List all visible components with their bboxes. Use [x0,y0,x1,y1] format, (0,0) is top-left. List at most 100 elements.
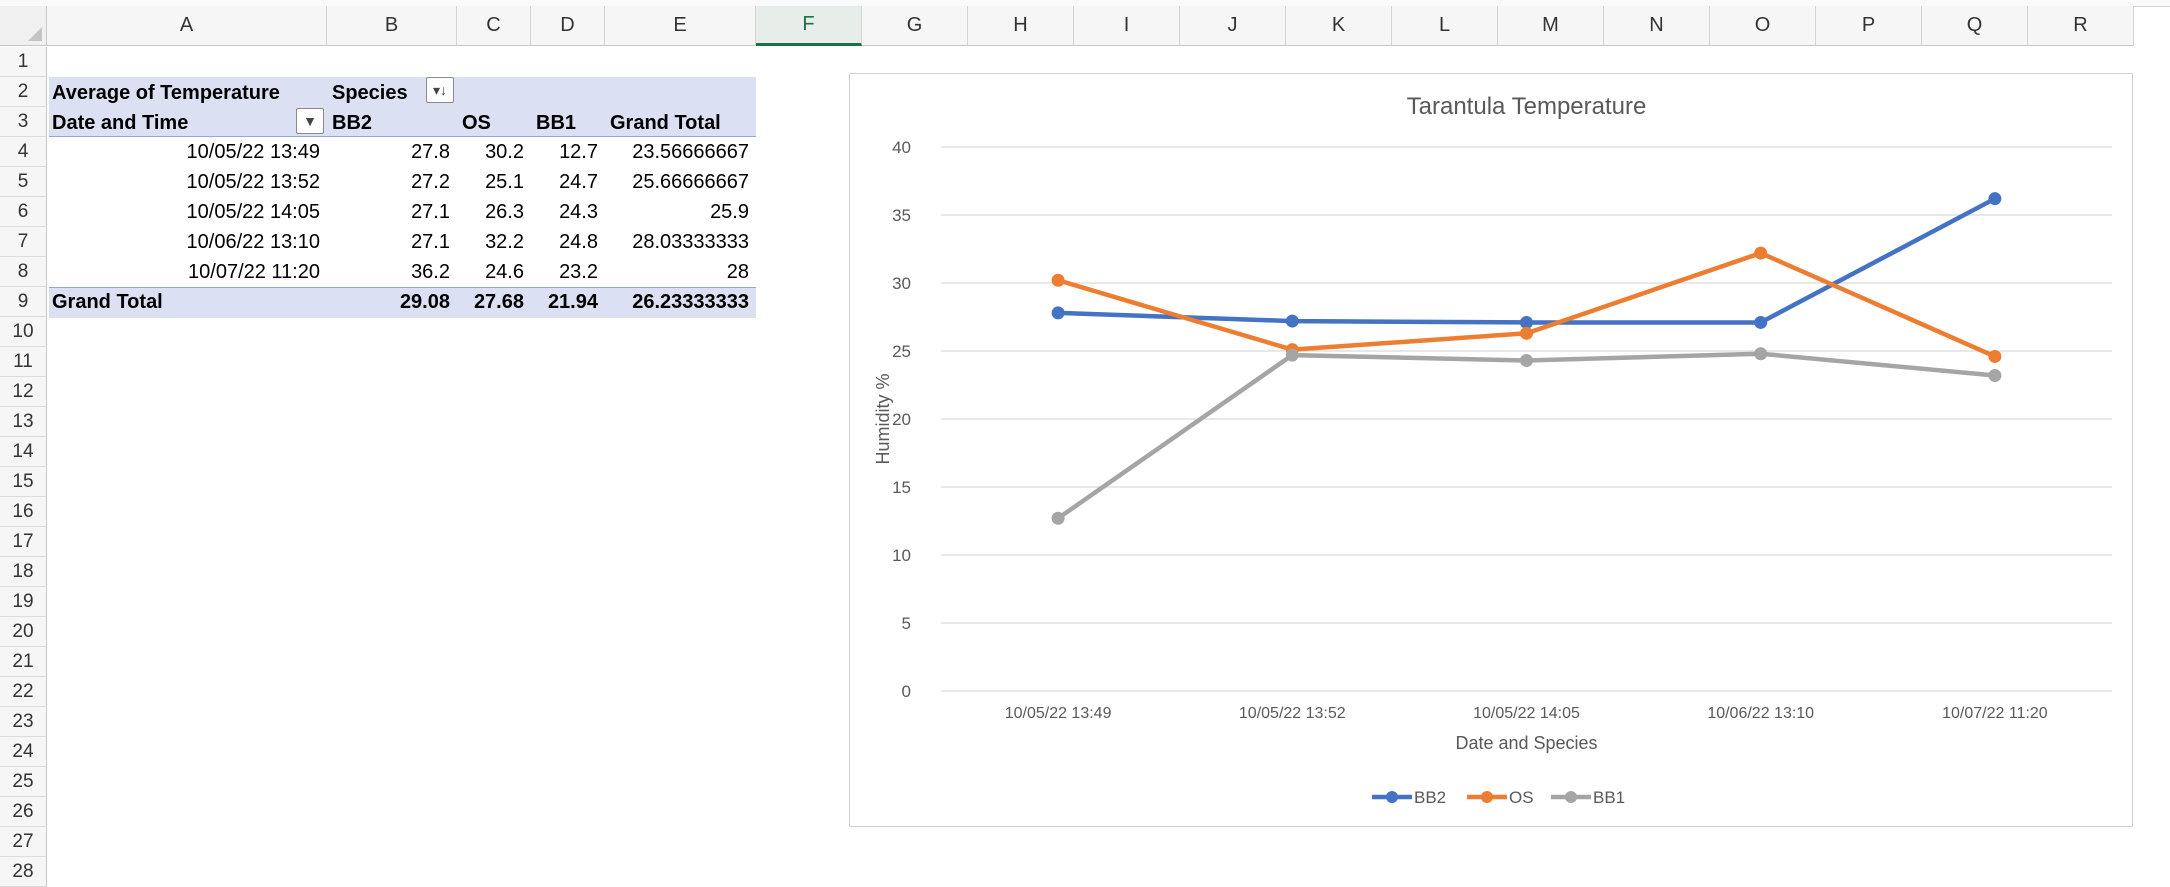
legend-label-os: OS [1509,788,1534,807]
row-header-2[interactable]: 2 [0,77,47,107]
row-header-5[interactable]: 5 [0,167,47,197]
row-header-10[interactable]: 10 [0,317,47,347]
row-header-19[interactable]: 19 [0,587,47,617]
row-header-21[interactable]: 21 [0,647,47,677]
pivot-value-cell[interactable]: 27.1 [411,201,450,223]
legend-label-bb1: BB1 [1593,788,1625,807]
pivot-value-cell[interactable]: 24.3 [559,201,598,223]
pivot-value-cell[interactable]: 27.8 [411,141,450,163]
select-all-corner[interactable] [0,6,47,46]
pivot-row-label[interactable]: 10/05/22 13:49 [186,141,320,163]
column-header-f[interactable]: F [756,6,862,46]
column-header-i[interactable]: I [1074,6,1180,46]
pivot-header-underline [49,136,756,137]
pivot-value-cell[interactable]: 23.56666667 [632,141,749,163]
species-sort-filter-button[interactable]: ▾↓ [426,77,454,103]
row-header-3[interactable]: 3 [0,107,47,137]
pivot-value-cell[interactable]: 28.03333333 [632,231,749,253]
row-header-13[interactable]: 13 [0,407,47,437]
grand-total-bb2[interactable]: 29.08 [399,291,450,313]
series-line-bb1 [1056,351,1996,521]
column-header-l[interactable]: L [1392,6,1498,46]
pivot-value-cell[interactable]: 25.66666667 [632,171,749,193]
column-header-c[interactable]: C [457,6,531,46]
column-header-h[interactable]: H [968,6,1074,46]
y-tick-label: 5 [902,614,911,633]
column-header-d[interactable]: D [531,6,605,46]
row-header-24[interactable]: 24 [0,737,47,767]
column-header-g[interactable]: G [862,6,968,46]
row-header-26[interactable]: 26 [0,797,47,827]
row-header-9[interactable]: 9 [0,287,47,317]
column-header-n[interactable]: N [1604,6,1710,46]
row-header-18[interactable]: 18 [0,557,47,587]
sort-filter-icon: ▾↓ [432,81,448,98]
pivot-value-cell[interactable]: 26.3 [485,201,524,223]
legend-label-bb2: BB2 [1414,788,1446,807]
column-header-o[interactable]: O [1710,6,1816,46]
column-header-e[interactable]: E [605,6,756,46]
row-header-11[interactable]: 11 [0,347,47,377]
column-header-q[interactable]: Q [1922,6,2028,46]
legend-marker-bb1 [1565,791,1577,803]
row-header-16[interactable]: 16 [0,497,47,527]
pivot-value-cell[interactable]: 23.2 [559,261,598,283]
pivot-value-cell[interactable]: 25.9 [710,201,749,223]
pivot-value-cell[interactable]: 27.2 [411,171,450,193]
column-header-k[interactable]: K [1286,6,1392,46]
pivot-row-label[interactable]: 10/05/22 14:05 [186,201,320,223]
pivot-value-cell[interactable]: 28 [726,261,749,283]
pivot-row-label[interactable]: 10/07/22 11:20 [188,261,320,283]
pivot-value-cell[interactable]: 36.2 [411,261,450,283]
row-header-6[interactable]: 6 [0,197,47,227]
pivot-header-grand-total: Grand Total [610,112,721,134]
pivot-total-band [49,287,756,318]
pivot-value-cell[interactable]: 24.6 [485,261,524,283]
line-chart[interactable]: Tarantula Temperature 0 5 10 15 20 25 30 35 40 10/… [849,73,2133,827]
data-point-os [1988,349,2002,363]
row-header-17[interactable]: 17 [0,527,47,557]
data-point-bb1 [1520,354,1533,368]
column-header-r[interactable]: R [2028,6,2134,46]
data-point-bb1 [1754,347,1768,361]
pivot-value-cell[interactable]: 24.7 [559,171,598,193]
y-axis-label: Humidity % [873,373,893,464]
row-header-14[interactable]: 14 [0,437,47,467]
pivot-value-cell[interactable]: 27.1 [411,231,450,253]
row-header-7[interactable]: 7 [0,227,47,257]
pivot-value-cell[interactable]: 12.7 [559,141,598,163]
date-filter-button[interactable]: ▼ [296,108,324,134]
row-header-20[interactable]: 20 [0,617,47,647]
row-header-23[interactable]: 23 [0,707,47,737]
column-header-a[interactable]: A [47,6,327,46]
x-tick-label: 10/05/22 13:49 [1005,705,1112,722]
grand-total-os[interactable]: 27.68 [473,291,524,313]
pivot-value-cell[interactable]: 25.1 [485,171,524,193]
row-header-1[interactable]: 1 [0,47,47,77]
pivot-value-cell[interactable]: 32.2 [485,231,524,253]
row-header-8[interactable]: 8 [0,257,47,287]
row-header-27[interactable]: 27 [0,827,47,857]
pivot-row-label[interactable]: 10/06/22 13:10 [186,231,320,253]
data-point-bb1 [1988,368,2002,382]
column-header-p[interactable]: P [1816,6,1922,46]
legend-marker-bb2 [1386,791,1398,803]
row-header-22[interactable]: 22 [0,677,47,707]
row-header-25[interactable]: 25 [0,767,47,797]
row-header-4[interactable]: 4 [0,137,47,167]
pivot-header-bb1: BB1 [536,112,577,134]
column-header-m[interactable]: M [1498,6,1604,46]
row-header-12[interactable]: 12 [0,377,47,407]
column-header-b[interactable]: B [327,6,457,46]
grand-total-bb1[interactable]: 21.94 [547,291,598,313]
grand-total-overall[interactable]: 26.23333333 [632,291,749,313]
pivot-value-cell[interactable]: 30.2 [485,141,524,163]
column-header-j[interactable]: J [1180,6,1286,46]
row-header-15[interactable]: 15 [0,467,47,497]
pivot-row-label[interactable]: 10/05/22 13:52 [186,171,320,193]
legend-marker-os [1481,791,1493,803]
y-tick-label: 10 [892,546,911,565]
row-header-28[interactable]: 28 [0,857,47,887]
pivot-value-cell[interactable]: 24.8 [559,231,598,253]
